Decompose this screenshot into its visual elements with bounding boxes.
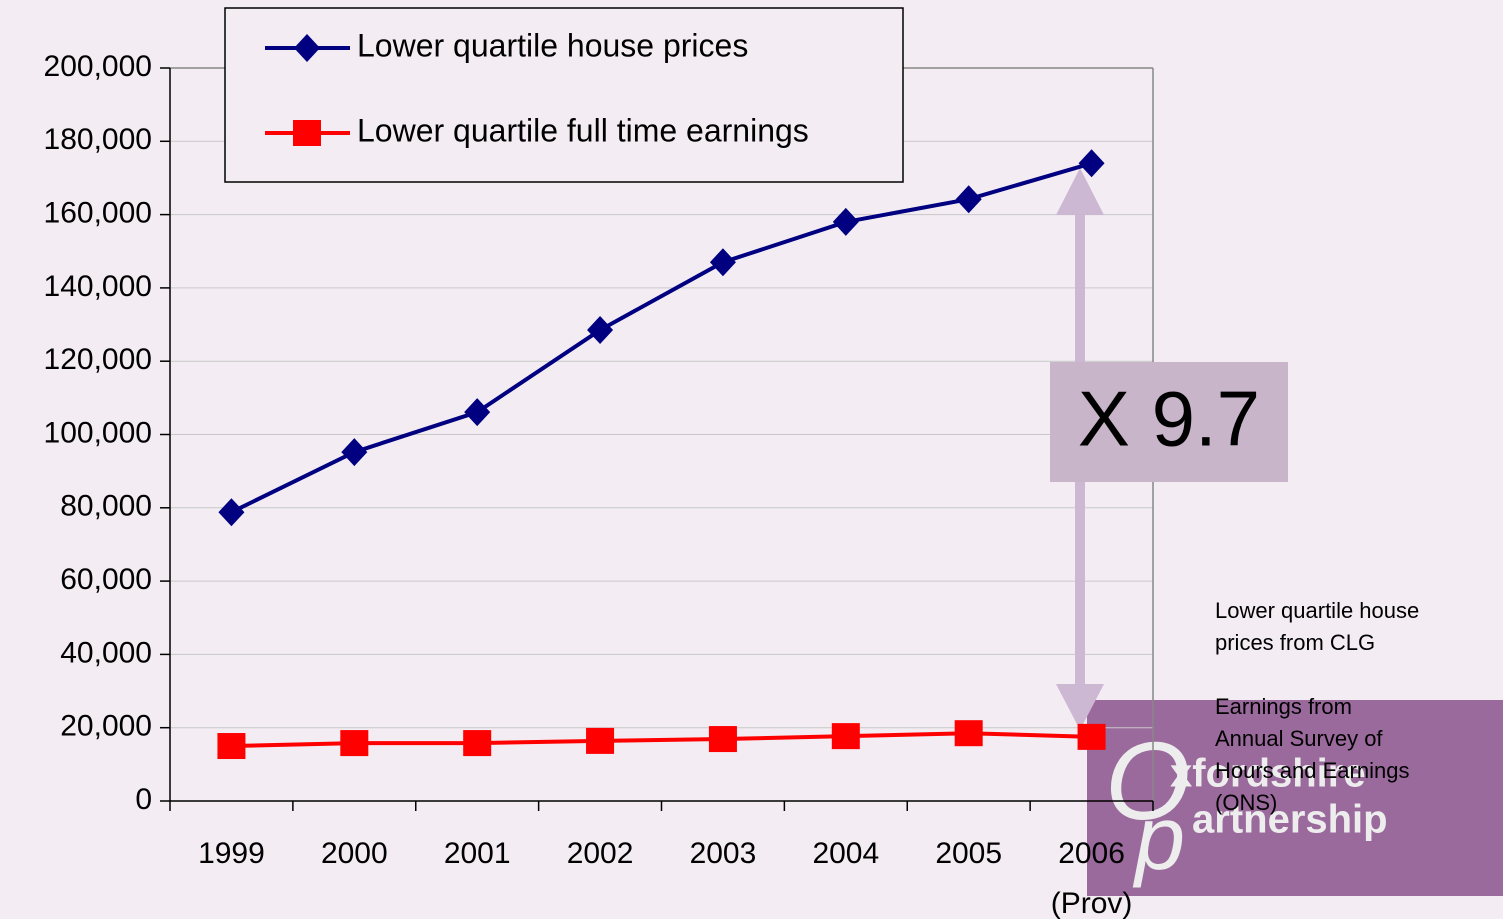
- y-tick-label: 20,000: [60, 710, 152, 743]
- x-tick-label: 2006 (Prov): [1051, 837, 1133, 919]
- y-tick-label: 60,000: [60, 563, 152, 596]
- source-note: prices from CLG: [1215, 630, 1375, 655]
- annotation-box: [1050, 362, 1288, 482]
- y-tick-label: 180,000: [44, 123, 152, 156]
- legend-label: Lower quartile full time earnings: [357, 112, 809, 148]
- logo-box: [1087, 700, 1503, 896]
- y-tick-label: 140,000: [44, 270, 152, 303]
- marker: [464, 398, 491, 427]
- marker: [708, 726, 737, 753]
- marker: [954, 720, 983, 747]
- source-note: Earnings from: [1215, 694, 1352, 719]
- source-note: Lower quartile house: [1215, 598, 1419, 623]
- legend-marker: [293, 120, 321, 146]
- x-tick-label: 1999: [198, 837, 265, 870]
- y-tick-label: 40,000: [60, 636, 152, 669]
- marker: [217, 733, 246, 760]
- source-note: Annual Survey of: [1215, 726, 1383, 751]
- y-tick-label: 100,000: [44, 416, 152, 449]
- marker: [463, 730, 492, 757]
- marker: [1078, 149, 1105, 178]
- marker: [831, 723, 860, 750]
- source-note: (ONS): [1215, 790, 1277, 815]
- series-line: [231, 731, 1092, 749]
- arrow-head: [1056, 684, 1104, 730]
- x-tick-label: 2004: [812, 837, 879, 870]
- y-tick-label: 80,000: [60, 490, 152, 523]
- x-tick-label: 2002: [567, 837, 634, 870]
- marker: [586, 727, 615, 754]
- arrow-head: [1056, 168, 1104, 215]
- x-tick-label: 2003: [690, 837, 757, 870]
- logo-word: artnership: [1192, 798, 1388, 842]
- marker: [340, 730, 369, 757]
- marker: [955, 185, 982, 214]
- legend-box: [224, 7, 904, 183]
- marker: [587, 316, 614, 345]
- logo-initial: O: [1105, 720, 1191, 843]
- marker: [709, 248, 736, 277]
- logo-word: xfordshire: [1170, 752, 1366, 796]
- y-tick-label: 120,000: [44, 343, 152, 376]
- source-note: Hours and Earnings: [1215, 758, 1409, 783]
- y-tick-label: 160,000: [44, 197, 152, 230]
- marker: [832, 207, 859, 236]
- marker: [341, 438, 368, 467]
- x-tick-label: 2005: [935, 837, 1002, 870]
- y-tick-label: 0: [135, 783, 152, 816]
- marker: [218, 498, 245, 527]
- marker: [1077, 723, 1106, 750]
- x-tick-label: 2001: [444, 837, 511, 870]
- y-tick-label: 200,000: [44, 50, 152, 83]
- logo-initial: p: [1132, 789, 1185, 889]
- x-tick-label: 2000: [321, 837, 388, 870]
- series-line: [230, 161, 1093, 514]
- annotation: X 9.7: [1078, 375, 1260, 463]
- legend-label: Lower quartile house prices: [357, 27, 748, 63]
- legend-marker: [294, 34, 320, 62]
